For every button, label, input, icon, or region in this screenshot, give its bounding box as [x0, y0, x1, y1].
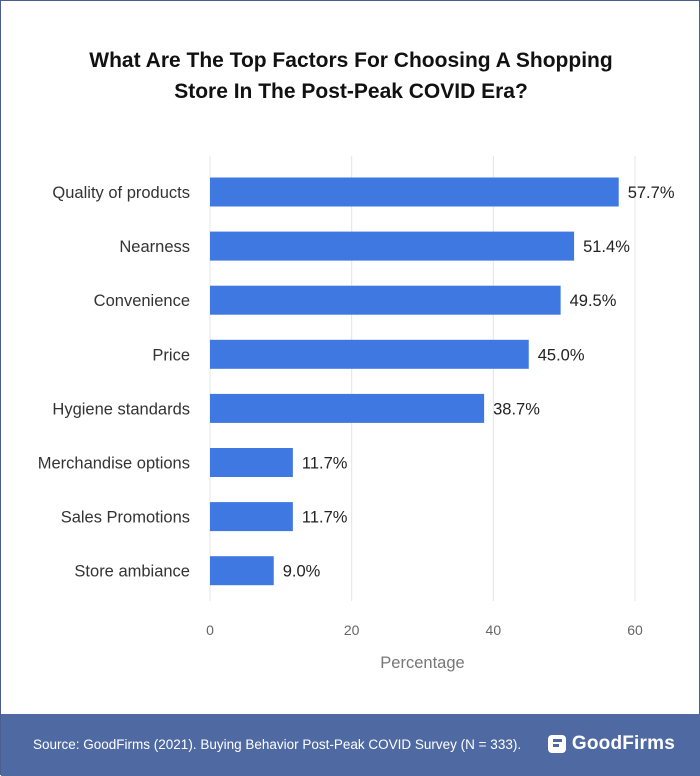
category-label: Convenience	[94, 292, 190, 310]
category-label: Nearness	[119, 238, 190, 256]
bar	[210, 448, 293, 477]
x-tick-label: 0	[206, 622, 214, 638]
category-label: Hygiene standards	[52, 400, 190, 418]
bar	[210, 231, 575, 261]
value-label: 9.0%	[283, 563, 321, 581]
category-label: Quality of products	[52, 184, 190, 202]
chart-title-line-1: What Are The Top Factors For Choosing A …	[89, 49, 613, 72]
footer-bar: Source: GoodFirms (2021). Buying Behavio…	[1, 714, 700, 776]
source-note: Source: GoodFirms (2021). Buying Behavio…	[33, 737, 522, 752]
bar	[210, 393, 485, 423]
x-tick-label: 60	[627, 622, 643, 638]
brand-logo: GoodFirms	[547, 732, 675, 756]
bar	[210, 556, 274, 586]
chart-title: What Are The Top Factors For Choosing A …	[1, 45, 700, 107]
value-label: 57.7%	[628, 184, 675, 202]
value-label: 45.0%	[538, 346, 585, 364]
value-label: 11.7%	[302, 509, 348, 527]
category-label: Store ambiance	[74, 563, 190, 581]
value-label: 38.7%	[493, 400, 540, 418]
bar	[210, 502, 293, 532]
bar	[210, 339, 529, 369]
value-label: 49.5%	[570, 292, 617, 310]
x-tick-label: 40	[486, 622, 502, 638]
chart-title-line-2: Store In The Post-Peak COVID Era?	[174, 80, 528, 103]
category-label: Merchandise options	[38, 455, 190, 473]
value-label: 11.7%	[302, 455, 348, 473]
category-label: Sales Promotions	[61, 509, 190, 527]
value-label: 51.4%	[583, 238, 630, 256]
goodfirms-logo-icon	[547, 735, 566, 753]
brand-name: GoodFirms	[571, 733, 675, 754]
category-label: Price	[152, 346, 190, 364]
bar	[210, 177, 619, 207]
x-axis-label: Percentage	[380, 654, 464, 672]
x-tick-label: 20	[344, 622, 360, 638]
bar-chart: Quality of products 57.7% Nearness 51.4% Con…	[38, 156, 675, 672]
bar	[210, 285, 561, 315]
